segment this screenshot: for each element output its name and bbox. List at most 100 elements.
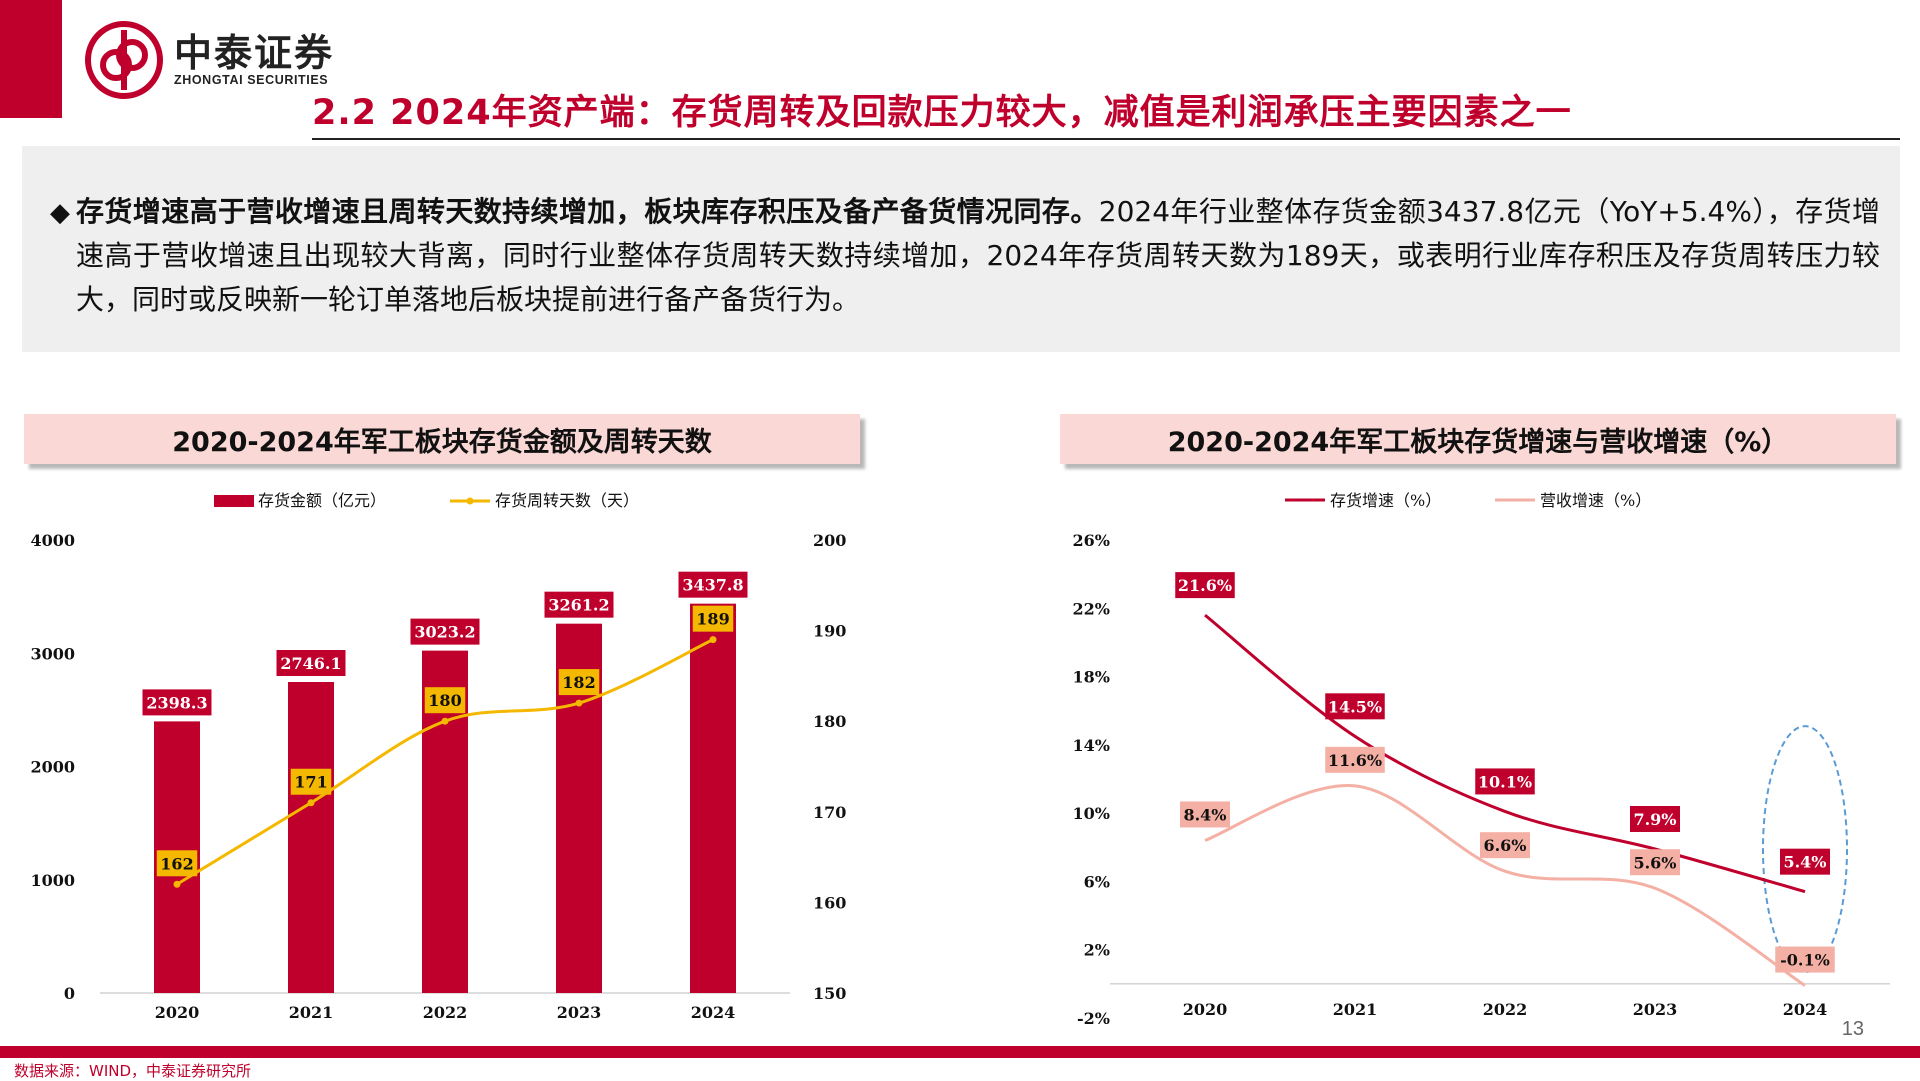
company-logo: 中泰证券 ZHONGTAI SECURITIES: [84, 20, 334, 100]
logo-name-cn: 中泰证券: [174, 31, 335, 75]
x-tick-label: 2020: [155, 1003, 200, 1022]
bar-data-label-text: 3261.2: [548, 596, 609, 615]
turnover-data-label: 171: [290, 768, 332, 795]
right-y-tick-label: 190: [813, 622, 846, 641]
bar-data-label-box: [142, 689, 212, 716]
bar-data-label: 2746.1: [276, 650, 346, 677]
bar-data-label: 3023.2: [410, 618, 480, 645]
inventory-growth-label-box: [1630, 805, 1680, 832]
right-y-tick-label: 180: [813, 712, 846, 731]
x-tick-label: 2023: [1633, 1000, 1678, 1019]
x-tick-label: 2022: [1483, 1000, 1528, 1019]
revenue-growth-label-text: 11.6%: [1328, 751, 1382, 770]
revenue-growth-label: 6.6%: [1480, 832, 1530, 859]
y-tick-label: 6%: [1084, 872, 1110, 891]
x-tick-label: 2021: [1333, 1000, 1378, 1019]
data-source-note: 数据来源：WIND，中泰证券研究所: [14, 1062, 252, 1080]
y-tick-label: 18%: [1073, 668, 1110, 687]
turnover-data-label-text: 162: [160, 854, 193, 873]
turnover-data-label-box: [692, 605, 734, 632]
bar-inventory: [288, 682, 334, 993]
logo-name-en: ZHONGTAI SECURITIES: [174, 73, 329, 87]
bar-data-label: 3437.8: [678, 571, 748, 598]
revenue-growth-label-box: [1775, 946, 1835, 973]
bar-data-label-text: 3023.2: [414, 623, 475, 642]
title-divider: [312, 138, 1900, 140]
turnover-data-label-text: 171: [294, 773, 327, 792]
legend-label-turnover: 存货周转天数（天）: [495, 491, 639, 510]
revenue-growth-label: 11.6%: [1325, 746, 1385, 773]
zhongtai-logo-icon: [85, 21, 163, 99]
bar-data-label-text: 2398.3: [146, 693, 207, 712]
bar-data-label-box: [678, 571, 748, 598]
bar-data-label-box: [276, 650, 346, 677]
y-tick-label: 2%: [1084, 941, 1110, 960]
left-y-tick-label: 3000: [30, 644, 75, 663]
page-number: 13: [1841, 1018, 1864, 1040]
right-y-tick-label: 170: [813, 803, 846, 822]
inventory-growth-label-box: [1780, 848, 1830, 875]
legend-label-revenue-growth: 营收增速（%）: [1540, 491, 1651, 510]
x-tick-label: 2022: [423, 1003, 468, 1022]
bar-data-label-box: [544, 591, 614, 618]
turnover-data-label-box: [156, 850, 198, 877]
revenue-growth-label-box: [1630, 849, 1680, 876]
bar-data-label: 2398.3: [142, 689, 212, 716]
legend-marker-turnover: [466, 497, 474, 505]
turnover-point: [173, 880, 181, 888]
growth-rate-chart: 存货增速（%） 营收增速（%） -2% 2% 6% 10% 14% 18% 22% 26% 2020…: [1073, 491, 1890, 1028]
inventory-growth-label: 7.9%: [1630, 805, 1680, 832]
inventory-growth-label-box: [1175, 572, 1235, 599]
revenue-growth-label-box: [1480, 832, 1530, 859]
left-y-tick-label: 2000: [30, 758, 75, 777]
revenue-growth-label: -0.1%: [1775, 946, 1835, 973]
footer-bar: [0, 1046, 1920, 1058]
page-title: 2.2 2024年资产端：存货周转及回款压力较大，减值是利润承压主要因素之一: [312, 93, 1572, 133]
legend-swatch-inventory: [214, 495, 254, 507]
turnover-data-label: 180: [424, 687, 466, 714]
left-y-tick-label: 4000: [30, 531, 75, 550]
turnover-data-label-box: [290, 768, 332, 795]
revenue-growth-label-text: -0.1%: [1780, 951, 1830, 970]
legend-label-inventory: 存货金额（亿元）: [258, 491, 386, 510]
turnover-point: [709, 636, 717, 644]
turnover-point: [575, 699, 583, 707]
y-tick-label: -2%: [1077, 1009, 1110, 1028]
revenue-growth-label-text: 6.6%: [1483, 836, 1526, 855]
summary-box: ◆ 存货增速高于营收增速且周转天数持续增加，板块库存积压及备产备货情况同存。20…: [22, 146, 1900, 352]
revenue-growth-label-text: 8.4%: [1183, 805, 1226, 824]
revenue-growth-label-box: [1180, 801, 1230, 828]
right-y-tick-label: 160: [813, 893, 846, 912]
inventory-growth-label-box: [1475, 768, 1535, 795]
left-chart-title: 2020-2024年军工板块存货金额及周转天数: [24, 414, 860, 464]
inventory-growth-label-text: 21.6%: [1178, 576, 1232, 595]
x-tick-label: 2024: [691, 1003, 736, 1022]
inventory-amount-chart: 存货金额（亿元） 存货周转天数（天） 0 1000 2000 3000 4000 150 160…: [30, 491, 846, 1022]
turnover-data-label: 189: [692, 605, 734, 632]
inventory-growth-label-box: [1325, 693, 1385, 720]
bar-data-label-text: 2746.1: [280, 654, 341, 673]
inventory-growth-label: 5.4%: [1780, 848, 1830, 875]
summary-lead: 存货增速高于营收增速且周转天数持续增加，板块库存积压及备产备货情况同存。: [76, 195, 1099, 228]
turnover-data-label-text: 180: [428, 691, 461, 710]
legend-label-inventory-growth: 存货增速（%）: [1330, 491, 1441, 510]
inventory-growth-label-text: 7.9%: [1633, 810, 1676, 829]
revenue-growth-line: [1204, 784, 1806, 987]
chart-legend: 存货金额（亿元） 存货周转天数（天）: [214, 491, 639, 510]
y-tick-label: 26%: [1073, 531, 1110, 550]
inventory-growth-label-text: 10.1%: [1478, 772, 1532, 791]
right-y-tick-label: 200: [813, 531, 846, 550]
turnover-data-label-box: [558, 669, 600, 696]
bar-data-label: 3261.2: [544, 591, 614, 618]
revenue-growth-label: 8.4%: [1180, 801, 1230, 828]
inventory-growth-label: 14.5%: [1325, 693, 1385, 720]
right-y-tick-label: 150: [813, 984, 846, 1003]
x-tick-label: 2020: [1183, 1000, 1228, 1019]
summary-paragraph: 存货增速高于营收增速且周转天数持续增加，板块库存积压及备产备货情况同存。2024…: [76, 190, 1880, 322]
left-y-tick-label: 1000: [30, 871, 75, 890]
chart-legend: 存货增速（%） 营收增速（%）: [1285, 491, 1651, 510]
inventory-growth-label-text: 5.4%: [1783, 853, 1826, 872]
left-y-tick-label: 0: [64, 984, 75, 1003]
brand-corner-block: [0, 0, 62, 118]
y-tick-label: 10%: [1073, 804, 1110, 823]
